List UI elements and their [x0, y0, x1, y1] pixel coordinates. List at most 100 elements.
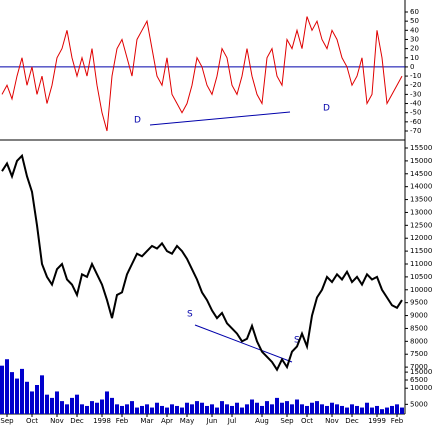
bar [290, 404, 294, 414]
bar [215, 407, 219, 414]
bar [355, 405, 359, 414]
bar [155, 402, 159, 414]
bar [130, 401, 134, 414]
y-tick-label: 13500 [410, 196, 432, 204]
trend-line [194, 324, 293, 363]
bar [275, 397, 279, 414]
bar [300, 404, 304, 414]
y-tick-label: -40 [410, 100, 421, 108]
bar [305, 405, 309, 414]
bar [85, 405, 89, 414]
bar [145, 404, 149, 414]
bar [180, 407, 184, 414]
bar [80, 404, 84, 414]
y-tick-label: -20 [410, 81, 421, 89]
y-tick-label: 14500 [410, 170, 432, 178]
y-tick-label: -70 [410, 127, 421, 135]
x-tick-label: Nov [50, 417, 64, 425]
bar [395, 404, 399, 414]
y-tick-label: 50 [410, 17, 419, 25]
trend-line [149, 111, 291, 126]
y-tick-label: 10000 [410, 384, 432, 392]
bar [135, 407, 139, 414]
bar [380, 409, 384, 414]
bar [45, 394, 49, 414]
x-tick-label: Jul [227, 417, 237, 425]
bar [75, 394, 79, 414]
y-tick-label: 12000 [410, 234, 432, 242]
bar [200, 402, 204, 414]
y-tick-label: 8500 [410, 324, 428, 332]
x-tick-label: Aug [255, 417, 269, 425]
bar [225, 404, 229, 414]
bar [230, 405, 234, 414]
bar [375, 405, 379, 414]
x-tick-label: Nov [325, 417, 339, 425]
bar [20, 368, 24, 414]
bar [60, 401, 64, 414]
x-tick-label: 1998 [93, 417, 111, 425]
bar [335, 404, 339, 414]
y-tick-label: 20 [410, 45, 419, 53]
bar [385, 407, 389, 414]
bar [245, 404, 249, 414]
bar [210, 404, 214, 414]
bar [105, 391, 109, 414]
annotation: S [187, 310, 193, 320]
y-tick-label: 11500 [410, 247, 432, 255]
bar [350, 404, 354, 414]
y-tick-label: 40 [410, 26, 419, 34]
bar [100, 399, 104, 414]
bar [315, 401, 319, 414]
bar [150, 407, 154, 414]
y-tick-label: 13000 [410, 208, 432, 216]
bar [5, 359, 9, 414]
y-tick-label: 10500 [410, 273, 432, 281]
x-tick-label: Feb [116, 417, 129, 425]
bar [35, 385, 39, 414]
y-tick-label: 60 [410, 8, 419, 16]
bar [220, 401, 224, 414]
y-tick-label: 14000 [410, 183, 432, 191]
x-tick-label: Mar [140, 417, 153, 425]
x-tick-label: Feb [391, 417, 404, 425]
bar [70, 397, 74, 414]
bar [195, 401, 199, 414]
y-tick-label: 15500 [410, 144, 432, 152]
bar [265, 401, 269, 414]
bar [55, 391, 59, 414]
bar [250, 399, 254, 414]
x-tick-label: Oct [301, 417, 313, 425]
line-series [1, 16, 403, 132]
annotation: D [323, 104, 330, 114]
x-tick-label: Sep [280, 417, 294, 425]
bar [165, 407, 169, 414]
bar [50, 397, 54, 414]
bar [365, 402, 369, 414]
y-tick-label: 10 [410, 54, 419, 62]
bar [65, 404, 69, 414]
bar [285, 401, 289, 414]
bar [280, 402, 284, 414]
bar [390, 405, 394, 414]
y-tick-label: 7000 [410, 363, 428, 371]
bar [170, 404, 174, 414]
bar [160, 405, 164, 414]
y-tick-label: 15000 [410, 157, 432, 165]
bar [185, 402, 189, 414]
bar [10, 372, 14, 414]
y-tick-label: 9500 [410, 299, 428, 307]
bar [175, 405, 179, 414]
bar [140, 405, 144, 414]
bar [40, 375, 44, 414]
x-tick-label: Apr [161, 417, 173, 425]
bar [400, 407, 404, 414]
annotation: S [294, 336, 300, 346]
x-tick-label: Dec [70, 417, 84, 425]
annotation: D [134, 116, 141, 126]
x-tick-label: 1999 [368, 417, 386, 425]
y-tick-label: -50 [410, 109, 421, 117]
y-tick-label: 12500 [410, 221, 432, 229]
y-tick-label: 30 [410, 35, 419, 43]
